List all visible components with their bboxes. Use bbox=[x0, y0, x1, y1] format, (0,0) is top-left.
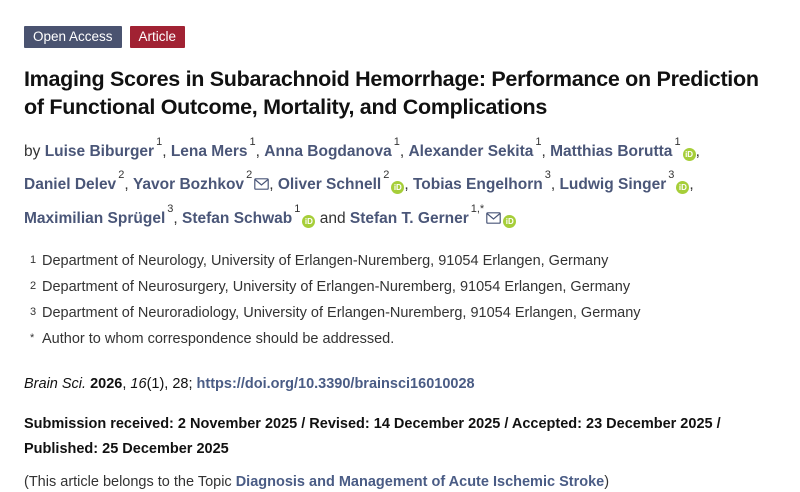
author: Lena Mers1, bbox=[170, 136, 265, 161]
author-affiliation-sup: 1 bbox=[535, 136, 542, 148]
author-link[interactable]: Tobias Engelhorn bbox=[412, 176, 543, 194]
author-link[interactable]: Maximilian Sprügel bbox=[24, 210, 166, 228]
affiliation-row: 1 Department of Neurology, University of… bbox=[24, 248, 776, 274]
author: Maximilian Sprügel3, bbox=[24, 203, 183, 228]
author-affiliation-sup: 2 bbox=[118, 169, 125, 182]
authors-by-prefix: by bbox=[24, 143, 45, 161]
affiliation-text: Department of Neurology, University of E… bbox=[42, 253, 609, 270]
author: Matthias Borutta1iD, bbox=[550, 136, 700, 162]
author: Luise Biburger1, bbox=[44, 136, 171, 161]
submission-dates: Submission received: 2 November 2025 / R… bbox=[24, 416, 721, 458]
article-title: Imaging Scores in Subarachnoid Hemorrhag… bbox=[24, 67, 759, 119]
author-affiliation-sup: 1 bbox=[393, 136, 400, 148]
email-envelope-icon[interactable] bbox=[254, 172, 269, 200]
author: Alexander Sekita1, bbox=[408, 136, 551, 161]
author-affiliation-sup: 3 bbox=[668, 169, 675, 182]
author-link[interactable]: Oliver Schnell bbox=[277, 176, 382, 194]
citation-volume: 16 bbox=[130, 376, 147, 393]
author-affiliation-sup: 2 bbox=[383, 169, 390, 182]
author-affiliation-sup: 3 bbox=[544, 169, 551, 182]
author-link[interactable]: Stefan Schwab bbox=[182, 210, 293, 228]
author-link[interactable]: Stefan T. Gerner bbox=[349, 210, 469, 228]
affiliation-sup: * bbox=[30, 332, 35, 345]
affiliation-text: Department of Neuroradiology, University… bbox=[42, 305, 641, 322]
open-access-badge[interactable]: Open Access bbox=[24, 26, 122, 48]
authors-and-connector: and bbox=[319, 210, 350, 228]
author-affiliation-sup: 1 bbox=[294, 203, 301, 216]
author-affiliation-sup: 3 bbox=[167, 203, 174, 216]
journal-name: Brain Sci. bbox=[24, 376, 87, 393]
author-affiliation-sup: 1,* bbox=[470, 203, 485, 216]
orcid-icon[interactable]: iD bbox=[682, 148, 696, 162]
author-link[interactable]: Alexander Sekita bbox=[408, 143, 534, 161]
topic-link[interactable]: Diagnosis and Management of Acute Ischem… bbox=[235, 474, 605, 491]
author-link[interactable]: Luise Biburger bbox=[44, 143, 155, 161]
affiliation-sup: 1 bbox=[30, 254, 37, 267]
affiliation-row: * Author to whom correspondence should b… bbox=[24, 326, 776, 352]
citation-line: Brain Sci. 2026, 16(1), 28; https://doi.… bbox=[24, 376, 475, 393]
author-list: by Luise Biburger1, Lena Mers1, Anna Bog… bbox=[24, 133, 776, 234]
author: Stefan Schwab1iD bbox=[182, 203, 316, 229]
citation-year: 2026 bbox=[90, 376, 123, 393]
author-link[interactable]: Anna Bogdanova bbox=[264, 143, 392, 161]
author: Tobias Engelhorn3, bbox=[412, 169, 560, 194]
doi-link[interactable]: https://doi.org/10.3390/brainsci16010028 bbox=[196, 376, 475, 393]
author: Daniel Delev2, bbox=[24, 169, 133, 194]
orcid-icon[interactable]: iD bbox=[503, 215, 517, 229]
author: Ludwig Singer3iD, bbox=[559, 169, 694, 195]
author-link[interactable]: Daniel Delev bbox=[24, 176, 117, 194]
topic-suffix: ) bbox=[604, 474, 610, 491]
author: Yavor Bozhkov2, bbox=[132, 169, 278, 194]
citation-issue-pages: (1), 28; bbox=[146, 376, 197, 393]
author-affiliation-sup: 2 bbox=[246, 169, 253, 182]
affiliation-text: Department of Neurosurgery, University o… bbox=[42, 279, 631, 296]
orcid-icon[interactable]: iD bbox=[676, 181, 690, 195]
affiliation-list: 1 Department of Neurology, University of… bbox=[24, 248, 776, 352]
author-affiliation-sup: 1 bbox=[156, 136, 163, 148]
author-link[interactable]: Yavor Bozhkov bbox=[132, 176, 245, 194]
article-header-page: Open Access Article Imaging Scores in Su… bbox=[24, 26, 776, 490]
affiliation-sup: 3 bbox=[30, 306, 37, 319]
author: Stefan T. Gerner1,* iD bbox=[349, 203, 517, 229]
author-affiliation-sup: 1 bbox=[249, 136, 256, 148]
author: Anna Bogdanova1, bbox=[264, 136, 409, 161]
affiliation-row: 3 Department of Neuroradiology, Universi… bbox=[24, 300, 776, 326]
author: Oliver Schnell2iD, bbox=[277, 169, 413, 195]
email-envelope-icon[interactable] bbox=[486, 206, 502, 234]
topic-line: (This article belongs to the Topic Diagn… bbox=[24, 472, 776, 492]
affiliation-sup: 2 bbox=[30, 280, 37, 293]
affiliation-text: Author to whom correspondence should be … bbox=[42, 331, 395, 348]
orcid-icon[interactable]: iD bbox=[302, 215, 316, 229]
orcid-icon[interactable]: iD bbox=[391, 181, 405, 195]
topic-prefix: (This article belongs to the Topic bbox=[24, 474, 236, 491]
author-link[interactable]: Ludwig Singer bbox=[559, 176, 667, 194]
badge-row: Open Access Article bbox=[24, 26, 776, 48]
author-link[interactable]: Matthias Borutta bbox=[550, 143, 673, 161]
author-affiliation-sup: 1 bbox=[674, 136, 681, 148]
affiliation-row: 2 Department of Neurosurgery, University… bbox=[24, 274, 776, 300]
author-link[interactable]: Lena Mers bbox=[170, 143, 248, 161]
article-type-badge[interactable]: Article bbox=[129, 26, 186, 48]
